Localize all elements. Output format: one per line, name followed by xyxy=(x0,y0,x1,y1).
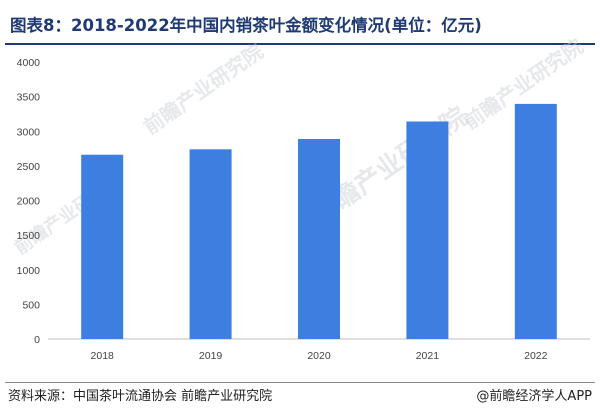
x-tick-label: 2021 xyxy=(416,350,440,362)
x-tick-label: 2019 xyxy=(199,350,223,362)
y-tick-label: 3500 xyxy=(17,92,41,104)
y-tick-label: 1000 xyxy=(17,265,41,277)
source-note: 资料来源：中国茶叶流通协会 前瞻产业研究院 xyxy=(8,389,273,404)
y-tick-label: 3000 xyxy=(17,126,41,138)
bar-2018 xyxy=(81,154,124,339)
x-tick-label: 2018 xyxy=(91,350,115,362)
watermark-text: 前瞻产业研究院 xyxy=(139,39,267,139)
bar-2020 xyxy=(298,139,340,339)
bar-2019 xyxy=(189,149,232,339)
bar-2021 xyxy=(406,121,449,339)
y-tick-label: 0 xyxy=(34,334,40,346)
x-axis-ticks: 2018 2019 2020 2021 2022 xyxy=(91,350,548,362)
y-tick-label: 2500 xyxy=(17,161,41,173)
x-tick-label: 2022 xyxy=(524,350,548,362)
y-tick-label: 1500 xyxy=(17,230,41,242)
y-tick-label: 500 xyxy=(22,299,40,311)
brand-credit: @前瞻经济学人APP xyxy=(476,389,592,404)
footer-divider xyxy=(5,382,595,383)
title-divider xyxy=(5,43,595,45)
y-axis-ticks: 0 500 1000 1500 2000 2500 3000 3500 4000 xyxy=(17,57,41,346)
chart-title: 图表8：2018-2022年中国内销茶叶金额变化情况(单位：亿元) xyxy=(10,16,482,35)
x-tick-label: 2020 xyxy=(307,350,331,362)
bar-2022 xyxy=(514,103,557,340)
y-tick-label: 2000 xyxy=(17,196,41,208)
bars xyxy=(81,103,557,340)
y-tick-label: 4000 xyxy=(17,57,41,69)
